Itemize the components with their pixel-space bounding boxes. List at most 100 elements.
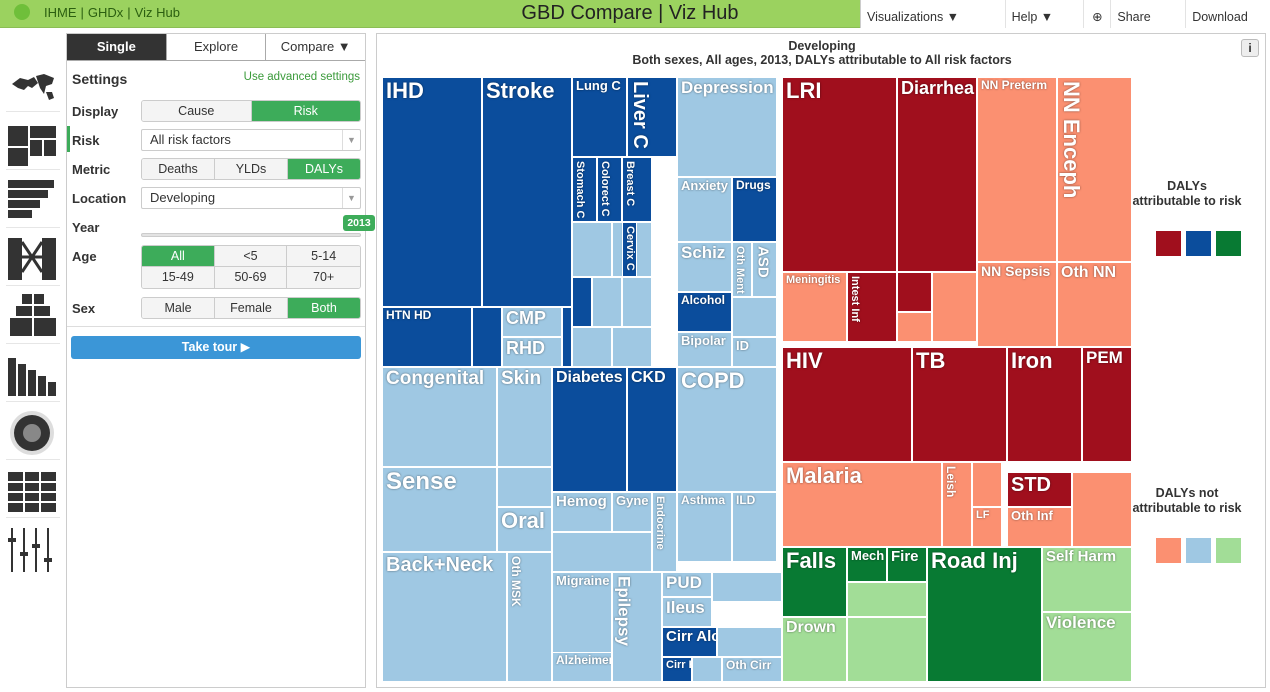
age-15-49-button[interactable]: 15-49 [142,267,215,288]
treemap-cell[interactable] [1072,472,1132,547]
ihme-link[interactable]: IHME [44,4,77,20]
treemap-cell-alcohol[interactable]: Alcohol [677,292,732,332]
treemap-cell[interactable] [552,532,652,572]
treemap-cell-lri[interactable]: LRI [782,77,897,272]
age-50-69-button[interactable]: 50-69 [214,267,288,288]
treemap-cell-malaria[interactable]: Malaria [782,462,942,547]
tab-explore[interactable]: Explore [166,34,267,61]
treemap-cell-mech[interactable]: Mech [847,547,887,582]
treemap-cell-liver-c[interactable]: Liver C [627,77,677,157]
location-select[interactable]: Developing ▼ [141,187,361,209]
treemap-cell-cirr-hepc[interactable]: Cirr HepC [662,657,692,682]
advanced-settings-link[interactable]: Use advanced settings [243,71,360,83]
vizhub-link[interactable]: Viz Hub [134,4,180,20]
treemap-cell-alzheimer[interactable]: Alzheimer [552,652,612,682]
sex-male-button[interactable]: Male [142,298,215,318]
treemap-cell[interactable] [897,312,932,342]
treemap-cell-id[interactable]: ID [732,337,777,367]
treemap-cell-cmp[interactable]: CMP [502,307,562,337]
treemap-cell[interactable] [897,272,932,312]
sunburst-icon[interactable] [6,406,60,460]
stacked-bars-icon[interactable] [6,174,60,228]
sex-both-button[interactable]: Both [288,298,360,318]
tab-compare[interactable]: Compare ▼ [266,34,366,61]
treemap-cell-iron[interactable]: Iron [1007,347,1082,462]
treemap-cell-oth-nn[interactable]: Oth NN [1057,262,1132,347]
display-cause-button[interactable]: Cause [142,101,252,121]
info-icon[interactable]: i [1241,39,1259,57]
metric-ylds-button[interactable]: YLDs [215,159,288,179]
globe-icon[interactable]: ⊕ [1084,0,1112,28]
treemap-cell-oth-ment[interactable]: Oth Ment [732,242,752,297]
treemap-cell[interactable] [932,272,977,342]
treemap-cell-oth-cirr[interactable]: Oth Cirr [722,657,782,682]
treemap-cell-gyne[interactable]: Gyne [612,492,652,532]
treemap-cell-nn-sepsis[interactable]: NN Sepsis [977,262,1057,347]
risk-select[interactable]: All risk factors ▼ [141,129,361,151]
treemap-cell-epilepsy[interactable]: Epilepsy [612,572,662,682]
treemap-cell-oth-msk[interactable]: Oth MSK [507,552,552,682]
treemap-icon[interactable] [6,116,60,170]
take-tour-button[interactable]: Take tour ▶ [71,336,361,359]
age-under5-button[interactable]: <5 [214,246,288,267]
arrow-diagram-icon[interactable] [6,232,60,286]
treemap-cell-drown[interactable]: Drown [782,617,847,682]
treemap-cell-asthma[interactable]: Asthma [677,492,732,562]
treemap-cell-tb[interactable]: TB [912,347,1007,462]
treemap-cell[interactable] [692,657,722,682]
treemap-cell-congenital[interactable]: Congenital [382,367,497,467]
ghdx-link[interactable]: GHDx [87,4,124,20]
treemap-cell-ileus[interactable]: Ileus [662,597,712,627]
metric-dalys-button[interactable]: DALYs [288,159,360,179]
treemap-cell[interactable] [497,467,552,507]
treemap-cell-road-inj[interactable]: Road Inj [927,547,1042,682]
pyramid-icon[interactable] [6,290,60,344]
treemap-cell[interactable] [472,307,502,367]
age-all-button[interactable]: All [142,246,215,267]
treemap-cell-sense[interactable]: Sense [382,467,497,552]
year-slider-track[interactable] [141,233,361,237]
treemap-cell-intest-inf[interactable]: Intest Inf [847,272,897,342]
heatmap-grid-icon[interactable] [6,464,60,518]
sex-female-button[interactable]: Female [215,298,288,318]
treemap-cell-hiv[interactable]: HIV [782,347,912,462]
treemap-cell-diarrhea[interactable]: Diarrhea [897,77,977,272]
treemap-cell-breast-c[interactable]: Breast C [622,157,652,222]
treemap-cell[interactable] [572,277,592,327]
treemap-cell-depression[interactable]: Depression [677,77,777,177]
treemap-cell-std[interactable]: STD [1007,472,1072,507]
treemap-cell[interactable] [847,617,927,682]
treemap-cell[interactable] [712,572,782,602]
treemap-cell[interactable] [592,277,622,327]
treemap-cell-bipolar[interactable]: Bipolar [677,332,732,367]
treemap-cell-drugs[interactable]: Drugs [732,177,777,242]
treemap-cell-copd[interactable]: COPD [677,367,777,492]
treemap-cell-diabetes[interactable]: Diabetes [552,367,627,492]
treemap-cell-falls[interactable]: Falls [782,547,847,617]
bar-chart-icon[interactable] [6,348,60,402]
treemap-cell-oral[interactable]: Oral [497,507,552,552]
treemap-cell-fire[interactable]: Fire [887,547,927,582]
treemap-cell[interactable] [717,627,782,657]
share-button[interactable]: Share [1111,0,1187,28]
treemap-cell-asd[interactable]: ASD [752,242,777,297]
help-menu[interactable]: Help ▼ [1006,0,1085,28]
treemap-cell-pem[interactable]: PEM [1082,347,1132,462]
treemap-cell-skin[interactable]: Skin [497,367,552,467]
treemap-cell[interactable] [732,297,777,337]
treemap-cell-stroke[interactable]: Stroke [482,77,572,307]
treemap-cell-hemog[interactable]: Hemog [552,492,612,532]
treemap-cell-ckd[interactable]: CKD [627,367,677,492]
treemap-cell-rhd[interactable]: RHD [502,337,562,367]
treemap-cell-back-neck[interactable]: Back+Neck [382,552,507,682]
treemap-cell-self-harm[interactable]: Self Harm [1042,547,1132,612]
visualizations-menu[interactable]: Visualizations ▼ [861,0,1006,28]
treemap-cell-pud[interactable]: PUD [662,572,712,597]
treemap-cell-violence[interactable]: Violence [1042,612,1132,682]
tab-single[interactable]: Single [67,34,167,61]
treemap-cell-lung-c[interactable]: Lung C [572,77,627,157]
treemap-cell-cervix-c[interactable]: Cervix C [622,222,637,277]
treemap-cell-endocrine[interactable]: Endocrine [652,492,677,572]
treemap-cell-schiz[interactable]: Schiz [677,242,732,292]
download-button[interactable]: Download [1192,10,1248,24]
